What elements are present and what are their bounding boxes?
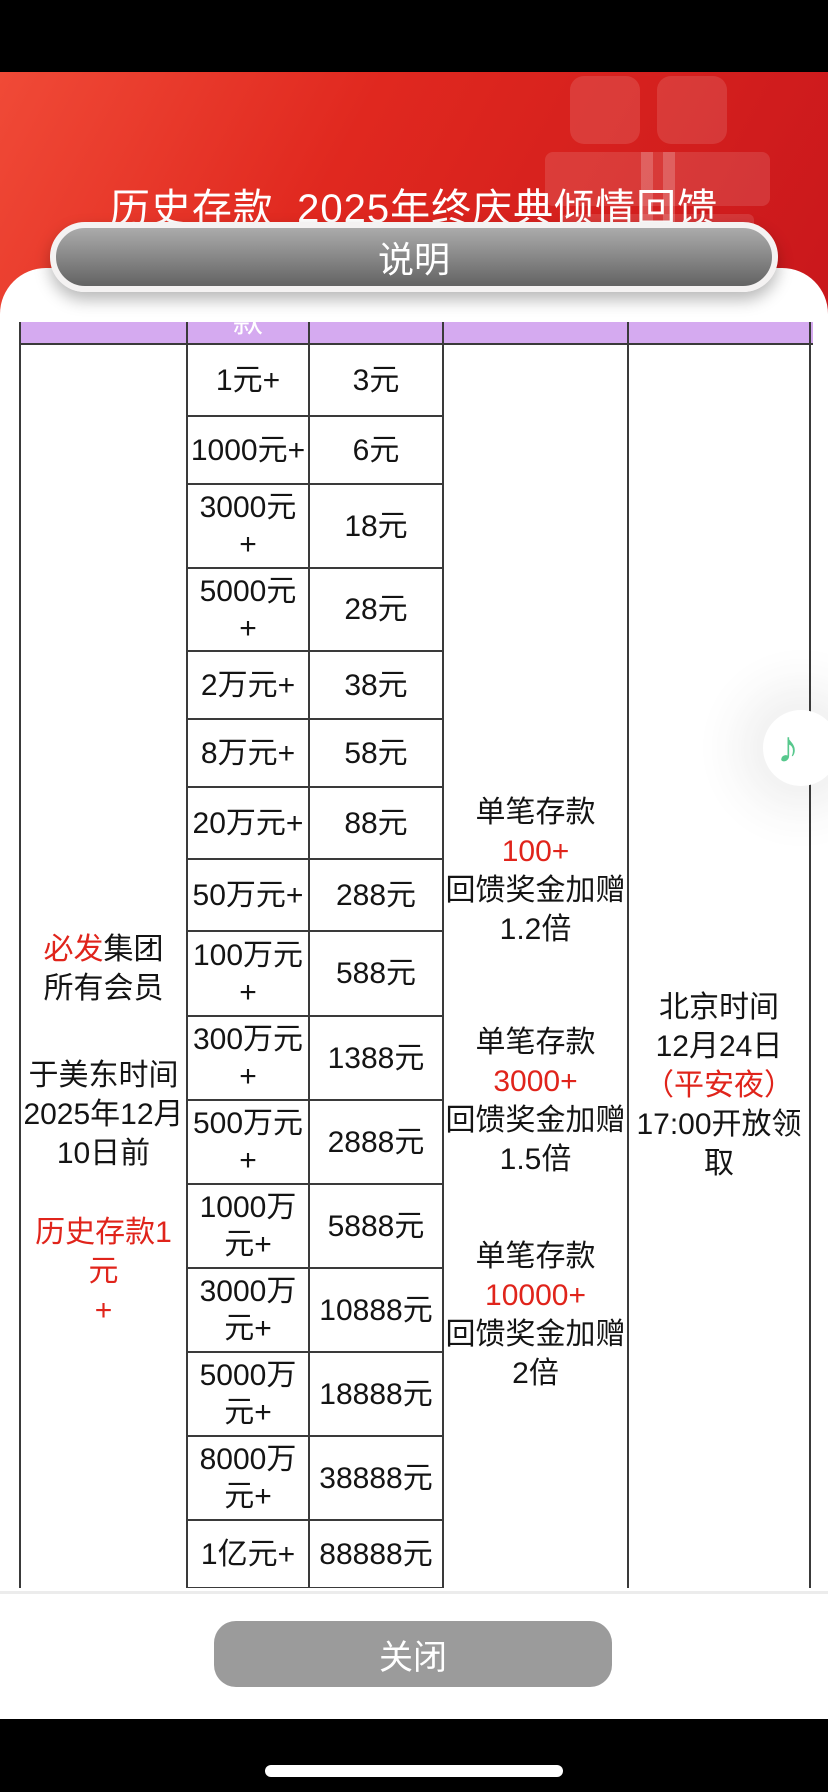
tier-bonus-cell: 28元 (310, 569, 442, 652)
music-button[interactable]: ♪ (763, 710, 828, 786)
tier-bonus-cell: 10888元 (310, 1269, 442, 1353)
tier-bonus-cell: 88元 (310, 788, 442, 860)
close-button[interactable]: 关闭 (214, 1621, 612, 1687)
header-cell-claim-time (629, 322, 811, 343)
multiplier-cell: 单笔存款 100+ 回馈奖金加赠 1.2倍 单笔存款 3000+ 回馈奖金加赠 … (444, 345, 629, 1588)
explain-button[interactable]: 说明 (50, 222, 778, 292)
multiplier-line: 回馈奖金加赠 (445, 1318, 626, 1351)
multiplier-line: 回馈奖金加赠 (445, 1104, 626, 1137)
tier-bonus-cell: 38元 (310, 652, 442, 720)
table-header-row: 款 (21, 322, 813, 345)
header-cell-eligibility (21, 322, 188, 343)
eligibility-time-line: 2025年12月 (23, 1098, 184, 1131)
multiplier-line: 回馈奖金加赠 (445, 874, 626, 907)
claim-time-line: 12月24日 (655, 1030, 783, 1063)
eligibility-cell: 必发集团 所有会员 于美东时间 2025年12月 10日前 历史存款1元 + (21, 345, 188, 1588)
tier-deposit-cell: 50万元+ (188, 860, 308, 932)
tier-bonus-cell: 288元 (310, 860, 442, 932)
eligibility-members-line: 所有会员 (43, 972, 164, 1005)
eligibility-time-line: 10日前 (56, 1137, 151, 1170)
tier-bonus-cell: 18888元 (310, 1353, 442, 1437)
tier-deposit-cell: 1亿元+ (188, 1521, 308, 1588)
footer-divider (0, 1591, 828, 1594)
tier-bonus-cell: 38888元 (310, 1437, 442, 1521)
multiplier-line: 单笔存款 (475, 1240, 596, 1273)
header-cell-multiplier (444, 322, 629, 343)
multiplier-factor: 1.2倍 (499, 913, 572, 946)
tier-bonus-cell: 6元 (310, 417, 442, 485)
tier-deposit-cell: 3000元 + (188, 485, 308, 569)
tier-bonus-cell: 3元 (310, 345, 442, 417)
multiplier-amount: 100+ (501, 835, 570, 868)
header-cell-deposit: 款 (188, 322, 310, 343)
home-indicator[interactable] (265, 1765, 563, 1777)
eligibility-deposit-req: + (94, 1294, 113, 1327)
tier-deposit-cell: 8万元+ (188, 720, 308, 788)
multiplier-factor: 2倍 (512, 1357, 559, 1390)
tier-bonus-cell: 18元 (310, 485, 442, 569)
tier-bonus-cell: 88888元 (310, 1521, 442, 1588)
tier-deposit-cell: 1元+ (188, 345, 308, 417)
bottom-system-bar (0, 1719, 828, 1792)
tier-deposit-cell: 1000万 元+ (188, 1185, 308, 1269)
claim-time-line: 北京时间 (659, 991, 779, 1024)
claim-time-cell: 北京时间 12月24日 （平安夜） 17:00开放领 取 (629, 345, 811, 1588)
multiplier-amount: 10000+ (485, 1279, 586, 1312)
header-cell-bonus (310, 322, 444, 343)
promo-table: 款 必发集团 所有会员 于美东时间 2025年12月 10日前 (19, 322, 814, 1588)
eligibility-deposit-req: 历史存款1元 (35, 1216, 172, 1288)
tier-deposit-cell: 5000元 + (188, 569, 308, 652)
tier-bonus-cell: 588元 (310, 932, 442, 1017)
deposit-tier-column: 1元+ 1000元+ 3000元 + 5000元 + 2万元+ 8万元+ 20万… (188, 345, 310, 1588)
tier-deposit-cell: 300万元 + (188, 1017, 308, 1101)
tier-deposit-cell: 20万元+ (188, 788, 308, 860)
status-bar (0, 0, 828, 72)
tier-deposit-cell: 8000万 元+ (188, 1437, 308, 1521)
bonus-column: 3元 6元 18元 28元 38元 58元 88元 288元 588元 1388… (310, 345, 444, 1588)
music-note-icon: ♪ (777, 723, 799, 772)
tier-bonus-cell: 5888元 (310, 1185, 442, 1269)
tier-deposit-cell: 2万元+ (188, 652, 308, 720)
eligibility-time-line: 于美东时间 (28, 1059, 179, 1092)
claim-time-line: （平安夜） (644, 1069, 794, 1102)
tier-bonus-cell: 2888元 (310, 1101, 442, 1185)
tier-deposit-cell: 1000元+ (188, 417, 308, 485)
multiplier-line: 单笔存款 (475, 796, 596, 829)
explain-button-label: 说明 (377, 239, 450, 280)
tier-deposit-cell: 3000万 元+ (188, 1269, 308, 1353)
tier-bonus-cell: 1388元 (310, 1017, 442, 1101)
multiplier-line: 单笔存款 (475, 1026, 596, 1059)
tier-bonus-cell: 58元 (310, 720, 442, 788)
multiplier-amount: 3000+ (493, 1065, 578, 1098)
multiplier-factor: 1.5倍 (499, 1143, 572, 1176)
tier-deposit-cell: 5000万 元+ (188, 1353, 308, 1437)
tier-deposit-cell: 500万元 + (188, 1101, 308, 1185)
claim-time-line: 17:00开放领 (636, 1108, 802, 1141)
eligibility-brand-line: 必发集团 (43, 933, 164, 966)
tier-deposit-cell: 100万元 + (188, 932, 308, 1017)
content-panel (0, 268, 828, 1719)
claim-time-line: 取 (704, 1147, 734, 1180)
close-button-label: 关闭 (379, 1638, 447, 1677)
